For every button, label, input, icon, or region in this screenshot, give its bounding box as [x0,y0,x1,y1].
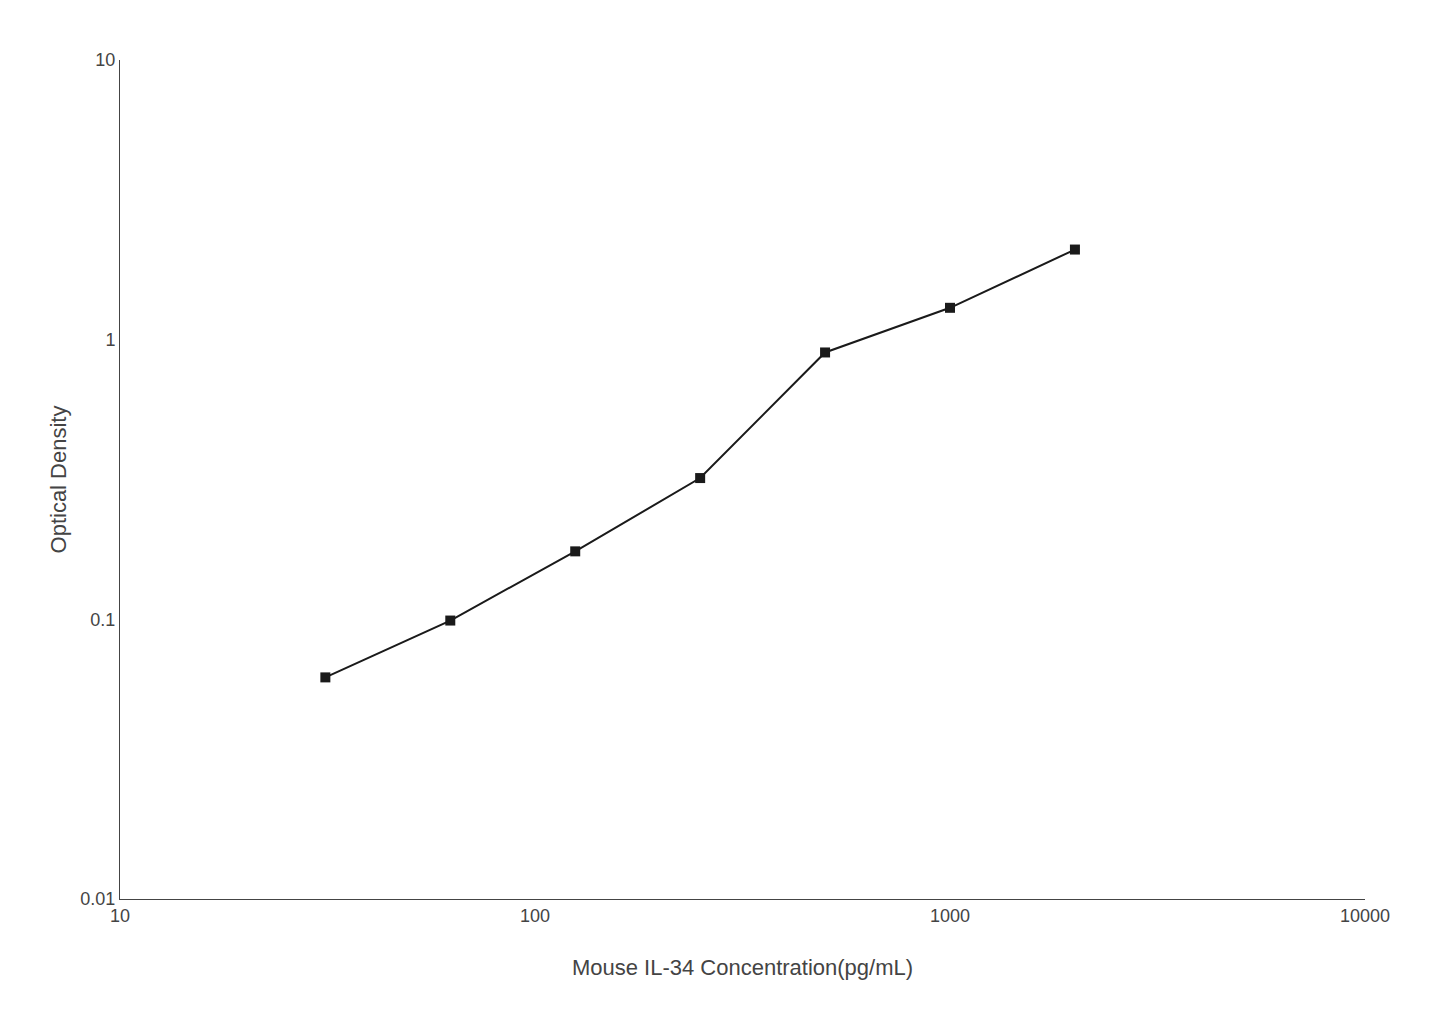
svg-text:10: 10 [95,50,115,70]
svg-text:100: 100 [520,906,550,926]
svg-text:0.1: 0.1 [90,610,115,630]
svg-text:Optical Density: Optical Density [46,406,71,554]
svg-text:0.01: 0.01 [80,889,115,909]
svg-text:10: 10 [110,906,130,926]
svg-text:10000: 10000 [1340,906,1390,926]
svg-text:1000: 1000 [930,906,970,926]
svg-text:Mouse IL-34 Concentration(pg/m: Mouse IL-34 Concentration(pg/mL) [572,955,913,980]
svg-text:1: 1 [105,330,115,350]
